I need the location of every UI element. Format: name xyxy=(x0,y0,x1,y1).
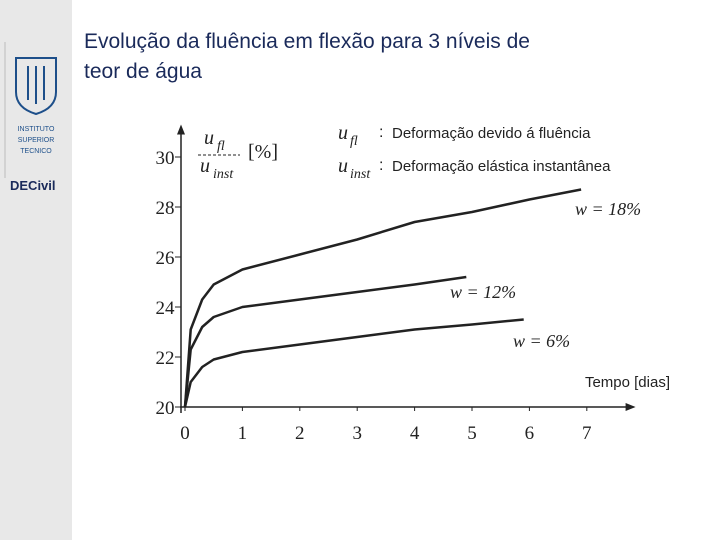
y-tick-label: 24 xyxy=(156,298,176,319)
legend-symbol-sub: fl xyxy=(350,134,358,149)
y-label: u xyxy=(204,127,214,149)
y-tick-label: 30 xyxy=(156,148,175,169)
legend-text: Deformação devido á fluência xyxy=(392,125,591,142)
x-tick-label: 5 xyxy=(467,423,477,444)
department: DECivil xyxy=(10,178,56,193)
y-tick-label: 20 xyxy=(156,398,175,419)
logo xyxy=(15,57,57,116)
series-label: w = 18% xyxy=(575,199,641,219)
x-tick-label: 0 xyxy=(180,423,190,444)
x-tick-label: 4 xyxy=(410,423,420,444)
x-axis-arrow xyxy=(625,403,636,411)
x-tick-label: 2 xyxy=(295,423,305,444)
x-label: Tempo [dias] xyxy=(585,374,670,391)
logo-text: INSTITUTO xyxy=(18,126,55,133)
x-tick-label: 7 xyxy=(582,423,592,444)
series-label: w = 6% xyxy=(513,331,570,351)
logo-text: SUPERIOR xyxy=(18,137,55,144)
line-series xyxy=(183,275,467,408)
y-label: fl xyxy=(217,139,225,154)
line-series xyxy=(183,318,524,408)
legend-symbol-sub: inst xyxy=(350,167,371,182)
y-label: [%] xyxy=(248,141,278,163)
legend-text: Deformação elástica instantânea xyxy=(392,158,611,175)
title: teor de água xyxy=(84,60,202,83)
legend-symbol: u xyxy=(338,155,348,177)
line-series xyxy=(183,188,582,408)
y-tick-label: 28 xyxy=(156,198,175,219)
logo-text: TECNICO xyxy=(20,148,52,155)
legend-symbol: u xyxy=(338,122,348,144)
y-tick-label: 22 xyxy=(156,348,175,369)
legend-separator: : xyxy=(379,124,383,141)
x-tick-label: 1 xyxy=(238,423,248,444)
x-tick-label: 3 xyxy=(352,423,362,444)
y-axis-arrow xyxy=(177,124,185,135)
title: Evolução da fluência em flexão para 3 ní… xyxy=(84,30,530,53)
x-tick-label: 6 xyxy=(525,423,535,444)
y-label: u xyxy=(200,155,210,177)
y-label: inst xyxy=(213,167,234,182)
legend-separator: : xyxy=(379,157,383,174)
series-label: w = 12% xyxy=(450,282,516,302)
y-tick-label: 26 xyxy=(156,248,175,269)
